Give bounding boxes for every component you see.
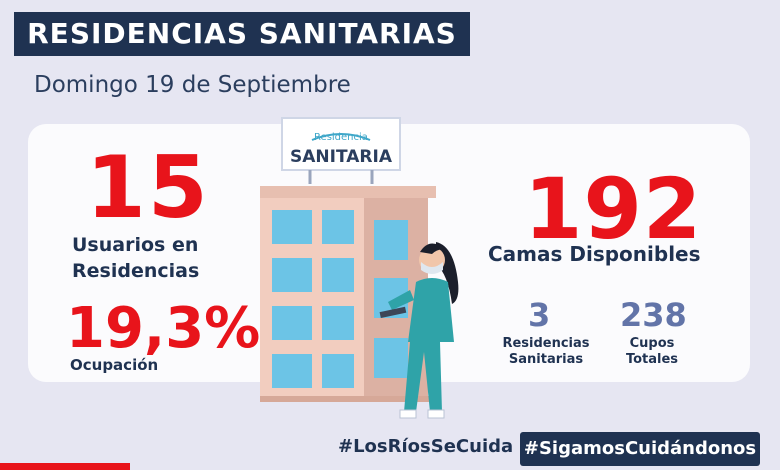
accent-bar [0,463,130,470]
residence-illustration: Residencia SANITARIA [260,117,459,419]
page-title: RESIDENCIAS SANITARIAS [14,12,470,56]
hashtag-sigamos: #SigamosCuidándonos [520,432,760,466]
total-slots-label-line2: Totales [625,352,679,367]
date-label: Domingo 19 de Septiembre [34,72,351,98]
total-slots-label-line1: Cupos [629,336,675,351]
residences-label-line1: Residencias [502,336,590,351]
users-label: Usuarios en Residencias [72,232,212,284]
beds-label: Camas Disponibles [488,242,701,266]
hashtag-los-rios: #LosRíosSeCuida [338,436,514,457]
users-count: 15 [86,138,210,238]
total-slots: 238 [620,296,687,334]
users-label-line1: Usuarios en [72,234,199,256]
sign-line2: SANITARIA [290,147,393,167]
residences-count: 3 [528,296,551,334]
occupancy-value: 19,3% [66,296,261,361]
residences-label-line2: Sanitarias [508,352,584,367]
users-label-line2: Residencias [72,260,200,282]
residences-label: Residencias Sanitarias [496,336,596,368]
beds-available: 192 [524,160,703,258]
sign-line1: Residencia [314,132,368,143]
sign-icon [281,117,401,184]
occupancy-label: Ocupación [70,356,159,374]
nurse-icon [379,242,459,419]
total-slots-label: Cupos Totales [612,336,692,368]
